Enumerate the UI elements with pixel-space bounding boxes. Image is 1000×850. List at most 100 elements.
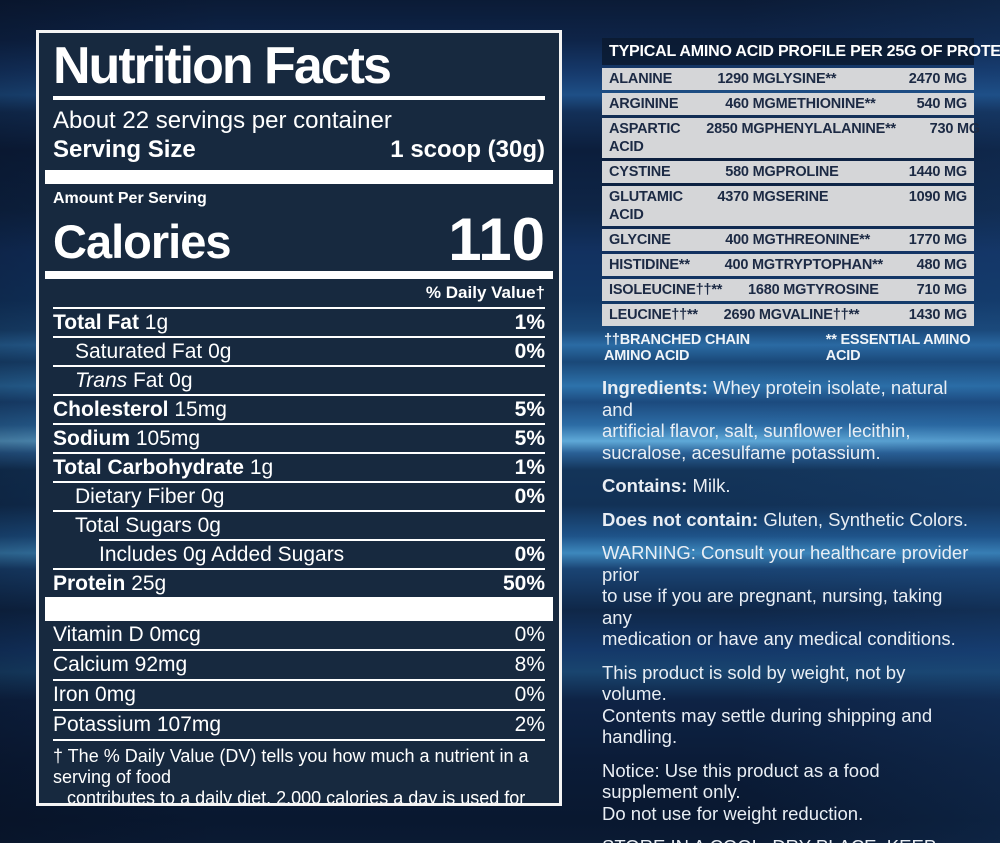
bcaa-footnote: ††BRANCHED CHAIN AMINO ACID (604, 332, 750, 364)
product-info-text: Ingredients: Whey protein isolate, natur… (602, 377, 974, 850)
warning-paragraph: WARNING: Consult your healthcare provide… (602, 542, 974, 650)
nutrient-name: Sodium (53, 427, 130, 450)
nutrient-dv: 1% (514, 456, 545, 479)
calories-row: Calories 110 (53, 206, 545, 273)
nutrient-name: Protein (53, 572, 126, 595)
nutrient-row-trans-fat: Trans Fat 0g (53, 365, 545, 394)
sold-by-weight-paragraph: This product is sold by weight, not by v… (602, 662, 974, 748)
does-not-contain-paragraph: Does not contain: Gluten, Synthetic Colo… (602, 509, 974, 531)
amino-name: GLYCINE (609, 232, 671, 248)
amino-name: VALINE††** (781, 307, 860, 323)
amino-table: ALANINE 1290 MG LYSINE** 2470 MG ARGININE 4… (602, 68, 980, 326)
nutrient-rows: Total Fat 1g 1% Saturated Fat 0g 0% Tran… (53, 309, 545, 597)
footnote-line: contributes to a daily diet. 2,000 calor… (67, 788, 526, 806)
amino-value: 540 MG (916, 96, 968, 112)
vitamin-row-iron: Iron 0mg 0% (53, 679, 545, 709)
amino-value: 2470 MG (908, 71, 967, 87)
amino-name: ALANINE (609, 71, 673, 87)
nutrient-name: Trans (75, 369, 128, 392)
vitamin-name: Potassium 107mg (53, 713, 222, 736)
nutrient-amount: Fat 0g (132, 369, 193, 392)
title-rule (53, 96, 545, 100)
vitamin-name: Iron 0mg (53, 683, 136, 706)
nutrient-row-total-sugars: Total Sugars 0g (53, 510, 545, 539)
warning-line: medication or have any medical condition… (602, 628, 956, 649)
does-not-contain-label: Does not contain: (602, 508, 759, 530)
nutrient-dv: 0% (514, 543, 545, 566)
nutrient-row-dietary-fiber: Dietary Fiber 0g 0% (53, 481, 545, 510)
ingredients-label: Ingredients: (602, 377, 708, 398)
notice-line: Notice: Use this product as a food suppl… (602, 759, 880, 803)
calories-label: Calories (53, 215, 231, 268)
amino-name: ARGININE (609, 96, 679, 112)
amino-acid-profile: TYPICAL AMINO ACID PROFILE PER 25G OF PR… (602, 38, 1000, 364)
servings-per-container: About 22 servings per container (53, 107, 392, 134)
amino-value: 400 MG (724, 257, 776, 273)
amino-name: GLUTAMIC ACID (609, 189, 683, 223)
footnote-line: † The % Daily Value (DV) tells you how m… (53, 746, 529, 787)
notice-paragraph: Notice: Use this product as a food suppl… (602, 760, 974, 825)
amino-value: 1290 MG (717, 71, 776, 87)
nutrient-row-saturated-fat: Saturated Fat 0g 0% (53, 336, 545, 365)
vitamin-dv: 0% (514, 623, 545, 646)
amino-value: 480 MG (916, 257, 968, 273)
amino-value: 2850 MG (706, 121, 765, 137)
amino-name: TRYPTOPHAN** (775, 257, 883, 273)
daily-value-footnote: † The % Daily Value (DV) tells you how m… (53, 741, 545, 806)
nutrient-name: Dietary Fiber (75, 485, 196, 508)
nutrient-row-total-fat: Total Fat 1g 1% (53, 309, 545, 336)
amino-value: 730 MG (929, 121, 981, 137)
amino-footnotes: ††BRANCHED CHAIN AMINO ACID ** ESSENTIAL… (602, 329, 974, 364)
warning-line: WARNING: Consult your healthcare provide… (602, 542, 969, 585)
nutrient-row-protein: Protein 25g 50% (53, 568, 545, 597)
amino-row: GLYCINE 400 MG THREONINE** 1770 MG (602, 229, 974, 251)
amino-row: ASPARTIC ACID 2850 MG PHENYLALANINE** 730 … (602, 118, 980, 158)
ingredients-paragraph: Ingredients: Whey protein isolate, natur… (602, 377, 974, 463)
amino-name: LYSINE** (775, 71, 837, 87)
nutrient-amount: 1g (249, 456, 274, 479)
amino-name: LEUCINE††** (609, 307, 698, 323)
vitamin-row-vitamin-d: Vitamin D 0mcg 0% (53, 621, 545, 649)
nutrient-row-total-carbohydrate: Total Carbohydrate 1g 1% (53, 452, 545, 481)
nutrient-name: Saturated Fat (75, 340, 203, 363)
ingredients-text: artificial flavor, salt, sunflower lecit… (602, 420, 911, 441)
nutrient-name: Total Sugars (75, 514, 192, 537)
amino-name: ISOLEUCINE††** (609, 282, 723, 298)
nutrient-amount: 25g (131, 572, 167, 595)
amino-name: PROLINE (775, 164, 839, 180)
vitamin-row-potassium: Potassium 107mg 2% (53, 709, 545, 739)
nutrient-name: Includes 0g Added Sugars (99, 543, 345, 566)
notice-line: Do not use for weight reduction. (602, 802, 864, 824)
does-not-contain-text: Gluten, Synthetic Colors. (758, 508, 968, 530)
vitamin-row-calcium: Calcium 92mg 8% (53, 649, 545, 679)
ingredients-text: sucralose, acesulfame potassium. (602, 441, 881, 463)
contains-label: Contains: (602, 475, 688, 496)
nutrient-row-added-sugars: Includes 0g Added Sugars 0% (53, 539, 545, 568)
serving-size-row: Serving Size 1 scoop (30g) (53, 135, 545, 165)
amino-row: ARGININE 460 MG METHIONINE** 540 MG (602, 93, 974, 115)
ingredients-text: Whey protein isolate, natural and (602, 377, 948, 420)
amino-value: 1440 MG (908, 164, 967, 180)
nutrient-dv: 5% (514, 427, 545, 450)
right-info-column: TYPICAL AMINO ACID PROFILE PER 25G OF PR… (602, 38, 1000, 850)
amino-row: ALANINE 1290 MG LYSINE** 2470 MG (602, 68, 974, 90)
contains-paragraph: Contains: Milk. (602, 475, 974, 497)
eaa-footnote: ** ESSENTIAL AMINO ACID (825, 332, 971, 364)
nutrient-amount: 1g (144, 311, 169, 334)
amino-name: THREONINE** (775, 232, 871, 248)
amino-name: PHENYLALANINE** (764, 121, 896, 137)
amino-profile-title: TYPICAL AMINO ACID PROFILE PER 25G OF PR… (602, 38, 1000, 65)
amino-name: METHIONINE** (775, 96, 876, 112)
nutrient-amount: 15mg (174, 398, 227, 421)
image-bottom-margin (0, 843, 1000, 850)
medium-separator-bar (45, 271, 553, 279)
nutrient-row-cholesterol: Cholesterol 15mg 5% (53, 394, 545, 423)
nutrient-amount: 0g (208, 340, 232, 363)
amino-name: HISTIDINE** (609, 257, 690, 273)
warning-line: to use if you are pregnant, nursing, tak… (602, 585, 943, 628)
amino-value: 1680 MG (748, 282, 807, 298)
calories-value: 110 (448, 206, 545, 273)
nutrition-facts-panel: Nutrition Facts About 22 servings per co… (36, 30, 562, 806)
nutrient-name: Total Carbohydrate (53, 456, 244, 479)
